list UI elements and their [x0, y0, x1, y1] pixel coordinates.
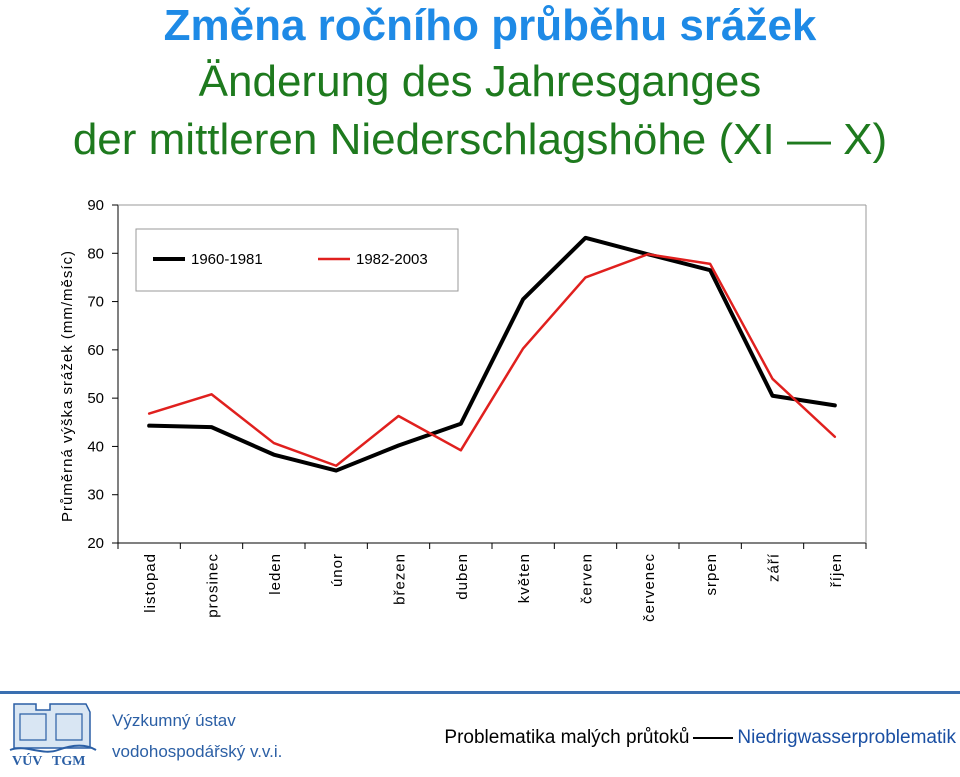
- y-tick-label: 40: [87, 438, 104, 455]
- y-tick-label: 90: [87, 197, 104, 214]
- project-title: Problematika malých průtoků Niedrigwasser…: [444, 727, 956, 749]
- x-tick-label: květen: [516, 553, 533, 603]
- x-tick-label: leden: [267, 553, 284, 595]
- legend-box: [135, 228, 459, 292]
- x-tick-label: září: [766, 553, 783, 582]
- chart-title-czech: Změna ročního průběhu srážek: [163, 1, 817, 50]
- institute-name-line1: Výzkumný ústav: [112, 711, 236, 730]
- x-tick-label: červenec: [641, 553, 658, 622]
- y-axis-label: Průměrná výška srážek (mm/měsíc): [59, 250, 76, 522]
- project-title-dash: [693, 736, 734, 739]
- y-tick-label: 30: [87, 487, 104, 504]
- x-tick-label: prosinec: [205, 553, 222, 618]
- y-tick-label: 50: [87, 390, 104, 407]
- legend-label-1960-1981: 1960-1981: [191, 251, 263, 268]
- project-title-czech: Problematika malých průtoků: [444, 727, 690, 748]
- x-tick-label: listopad: [142, 553, 159, 613]
- legend-label-1982-2003: 1982-2003: [356, 251, 428, 268]
- project-title-german: Niedrigwasserproblematik: [737, 727, 956, 748]
- x-tick-label: únor: [329, 553, 346, 587]
- series-line-1960-1981: [147, 235, 837, 473]
- y-tick-label: 20: [87, 535, 104, 552]
- institute-name-line2: vodohospodářský v.v.i.: [112, 742, 283, 761]
- x-tick-label: srpen: [703, 553, 720, 596]
- x-tick-label: duben: [454, 553, 471, 600]
- logo-text-tgm: TGM: [52, 754, 85, 769]
- footer-divider: [0, 691, 960, 694]
- precipitation-chart: 20 30 40 50 60 70 80 90 listopad prosinec leden úno…: [59, 197, 867, 622]
- vuv-tgm-logo-icon: VÚV TGM: [9, 703, 97, 769]
- chart-title-german-line2: der mittleren Niederschlagshöhe (XI — X): [72, 115, 888, 164]
- y-tick-label: 70: [87, 294, 104, 311]
- logo-text-vuv: VÚV: [12, 752, 42, 769]
- x-tick-label: červen: [579, 553, 596, 604]
- x-tick-label: říjen: [828, 553, 845, 587]
- y-tick-label: 60: [87, 342, 104, 359]
- y-tick-label: 80: [87, 245, 104, 262]
- x-tick-label: březen: [392, 553, 409, 605]
- series-line-1982-2003: [147, 253, 837, 467]
- chart-title-german-line1: Änderung des Jahresganges: [198, 57, 762, 106]
